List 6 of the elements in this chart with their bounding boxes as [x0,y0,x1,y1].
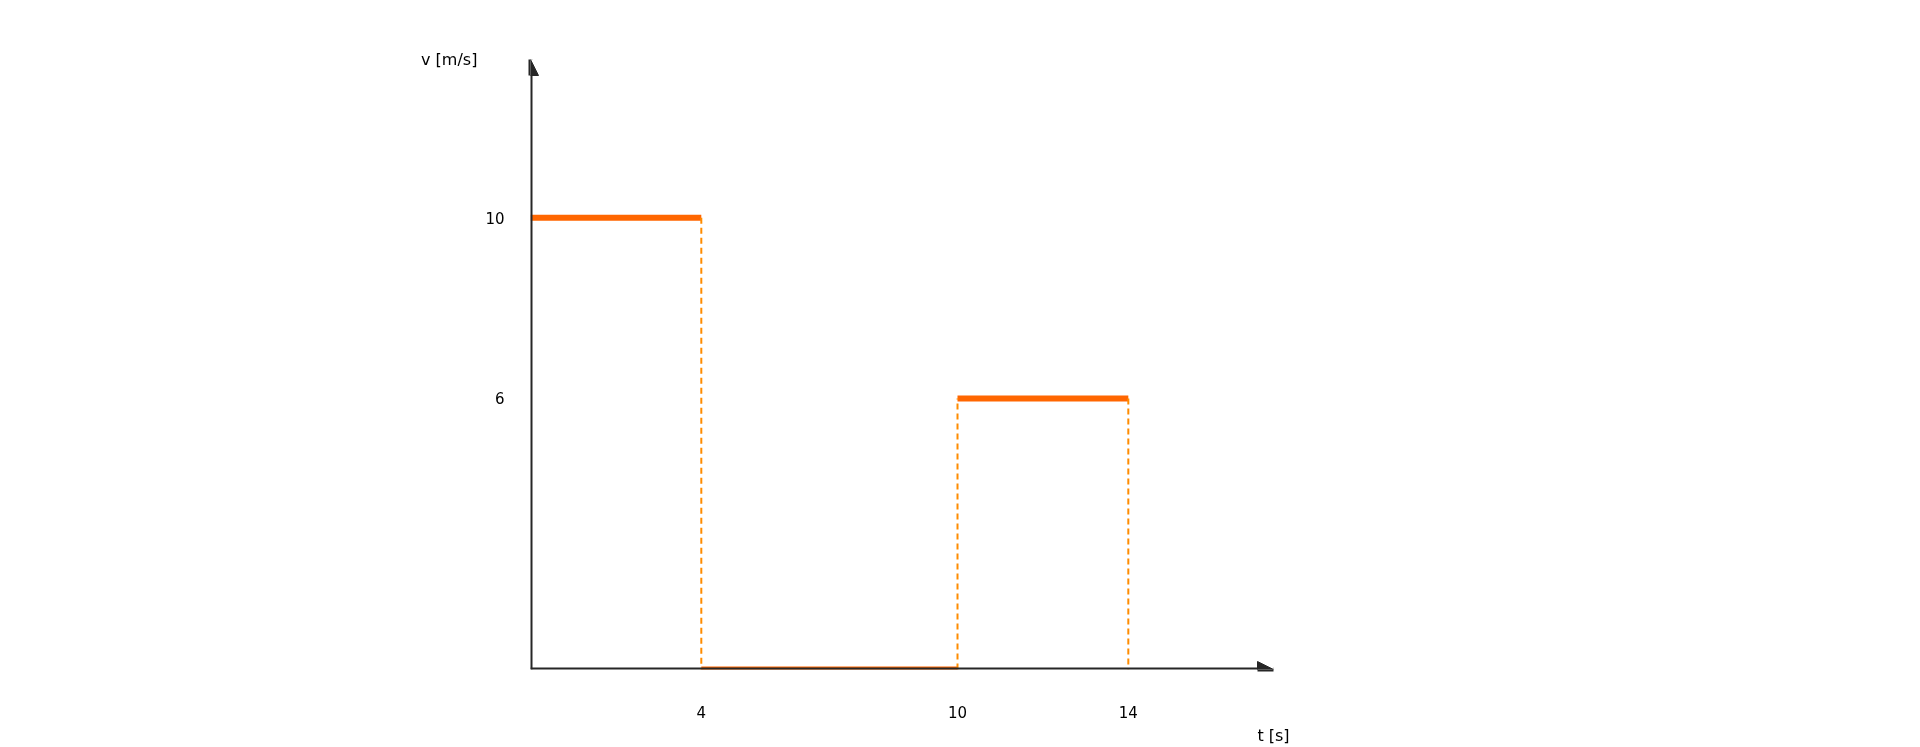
x-tick-label: 14 [1118,703,1138,722]
x-tick-label: 10 [947,703,968,722]
x-axis-title: t [s] [1257,725,1290,745]
y-axis-title: v [m/s] [421,50,478,69]
x-tick-label: 4 [696,703,707,722]
y-tick-label: 6 [494,390,505,409]
